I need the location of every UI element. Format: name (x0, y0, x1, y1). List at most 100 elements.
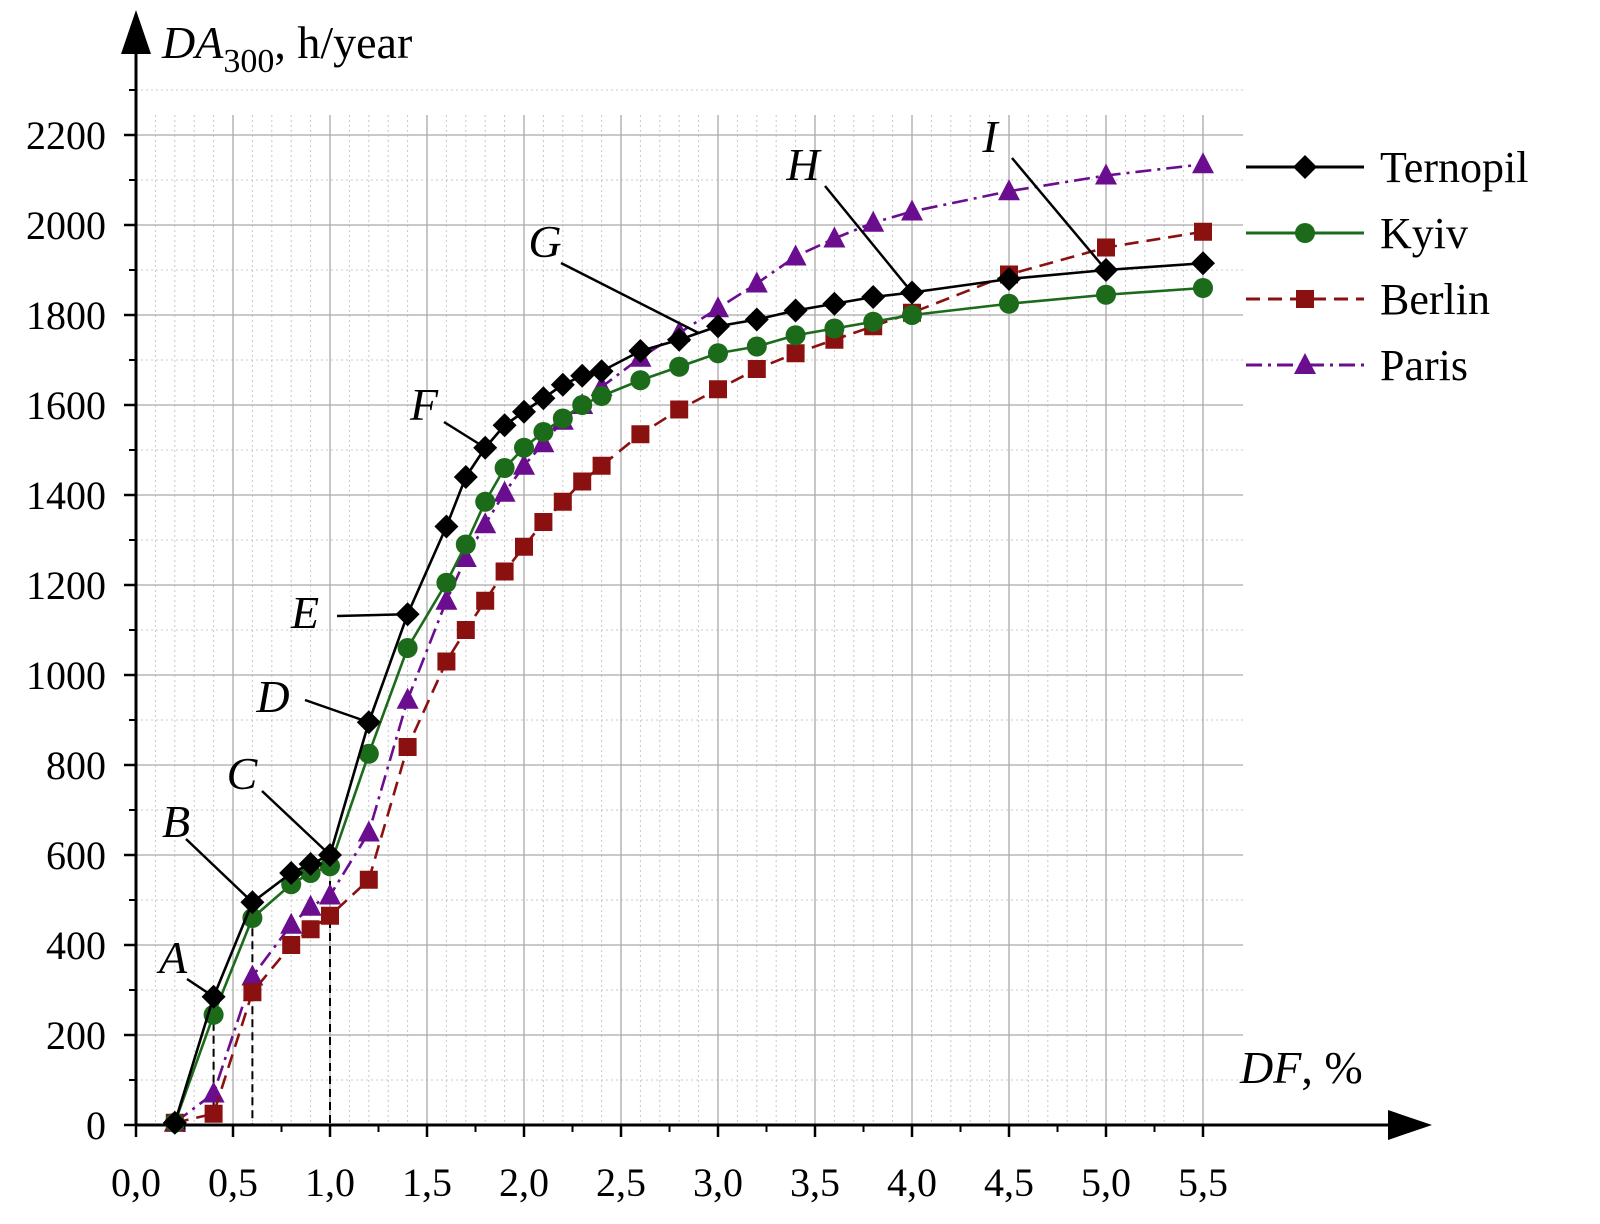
point-label-e: E (290, 587, 319, 638)
leader-line (336, 613, 408, 618)
legend-item-kyiv: Kyiv (1246, 209, 1468, 258)
x-tick-label: 2,5 (596, 1160, 646, 1205)
y-tick-label: 2000 (26, 203, 106, 248)
series-ternopil (162, 251, 1215, 1135)
y-axis-title-rest: , h/year (274, 17, 412, 68)
data-point (280, 912, 303, 934)
point-label-b: B (162, 796, 190, 847)
data-point (667, 327, 692, 352)
data-point (299, 894, 322, 916)
series-group (162, 152, 1215, 1135)
data-point (747, 360, 766, 378)
data-point (358, 743, 379, 764)
point-label-g: G (528, 216, 561, 267)
data-point (707, 296, 729, 318)
data-point (492, 413, 517, 438)
data-point (298, 852, 323, 876)
data-point (998, 179, 1020, 201)
data-point (592, 456, 611, 475)
data-point (570, 363, 595, 388)
legend-marker (1295, 223, 1315, 243)
data-point (631, 425, 650, 444)
data-point (823, 226, 846, 248)
legend-marker (1294, 353, 1316, 374)
series-line (173, 286, 1204, 1124)
leader-line (443, 420, 486, 449)
data-point (785, 325, 806, 346)
legend-label: Ternopil (1380, 143, 1528, 192)
data-point (786, 344, 805, 363)
data-point (204, 1104, 223, 1123)
point-label-f: F (409, 379, 439, 430)
leader-line (185, 838, 254, 904)
x-axis-title-rest: , % (1301, 1042, 1362, 1093)
data-point (708, 343, 728, 364)
data-point (434, 514, 459, 539)
data-point (513, 453, 535, 475)
x-axis-arrow (1388, 1110, 1432, 1140)
y-axis-title-main: DA (161, 17, 224, 68)
point-label-d: D (255, 671, 289, 722)
leader-line (304, 698, 370, 724)
data-point (241, 964, 264, 986)
x-tick-label: 0,0 (111, 1160, 161, 1205)
data-point (709, 380, 727, 399)
y-tick-label: 400 (46, 923, 106, 968)
legend-item-ternopil: Ternopil (1246, 143, 1528, 192)
data-point (1191, 251, 1215, 276)
data-point (746, 336, 767, 357)
legend-marker (1293, 155, 1317, 179)
data-point (282, 936, 301, 954)
y-tick-label: 800 (46, 743, 106, 788)
data-point (397, 638, 418, 658)
data-point (628, 339, 653, 363)
series-berlin (165, 222, 1212, 1132)
data-point (475, 491, 496, 512)
data-point (493, 480, 516, 502)
leader-line (1011, 157, 1107, 271)
data-point (824, 318, 845, 339)
legend: Ternopil Kyiv Berlin Paris (1246, 143, 1528, 390)
y-tick-label: 200 (46, 1013, 106, 1058)
data-point (398, 738, 417, 756)
data-point (997, 267, 1021, 291)
point-label-a: A (156, 932, 188, 983)
ticks: 0,0 0,5 1,0 1,5 2,0 2,5 3,0 3,5 4,0 4,5 5,0 5,5 0 200… (26, 89, 1228, 1205)
y-tick-label: 0 (86, 1103, 106, 1148)
legend-label: Kyiv (1380, 209, 1468, 258)
data-point (862, 210, 885, 232)
data-point (531, 386, 556, 411)
data-point (822, 291, 847, 316)
data-point (456, 621, 475, 639)
x-axis-title: DF, % (1239, 1042, 1363, 1093)
data-point (861, 285, 886, 309)
data-point (534, 513, 553, 531)
legend-marker (1296, 290, 1314, 308)
leader-line (186, 977, 215, 998)
data-point (552, 408, 573, 429)
data-point (162, 1110, 187, 1135)
x-tick-label: 3,5 (790, 1160, 840, 1205)
x-tick-label: 3,0 (693, 1160, 743, 1205)
y-tick-label: 1600 (26, 383, 106, 428)
data-point (589, 359, 614, 384)
data-point (1096, 284, 1116, 305)
series-line (173, 261, 1204, 1124)
data-point (591, 386, 612, 406)
data-point (999, 293, 1019, 314)
data-point (435, 588, 458, 610)
legend-item-paris: Paris (1246, 341, 1468, 390)
data-point (783, 298, 808, 323)
data-point (321, 906, 339, 925)
data-point (1192, 152, 1214, 174)
data-point (533, 422, 554, 442)
data-point (359, 870, 378, 889)
legend-item-berlin: Berlin (1246, 275, 1490, 324)
y-tick-label: 1000 (26, 653, 106, 698)
y-axis-arrow (121, 10, 151, 54)
data-point (243, 983, 262, 1002)
x-tick-label: 5,0 (1081, 1160, 1131, 1205)
data-point (279, 861, 304, 885)
data-point (1194, 222, 1212, 241)
data-point (573, 472, 592, 491)
